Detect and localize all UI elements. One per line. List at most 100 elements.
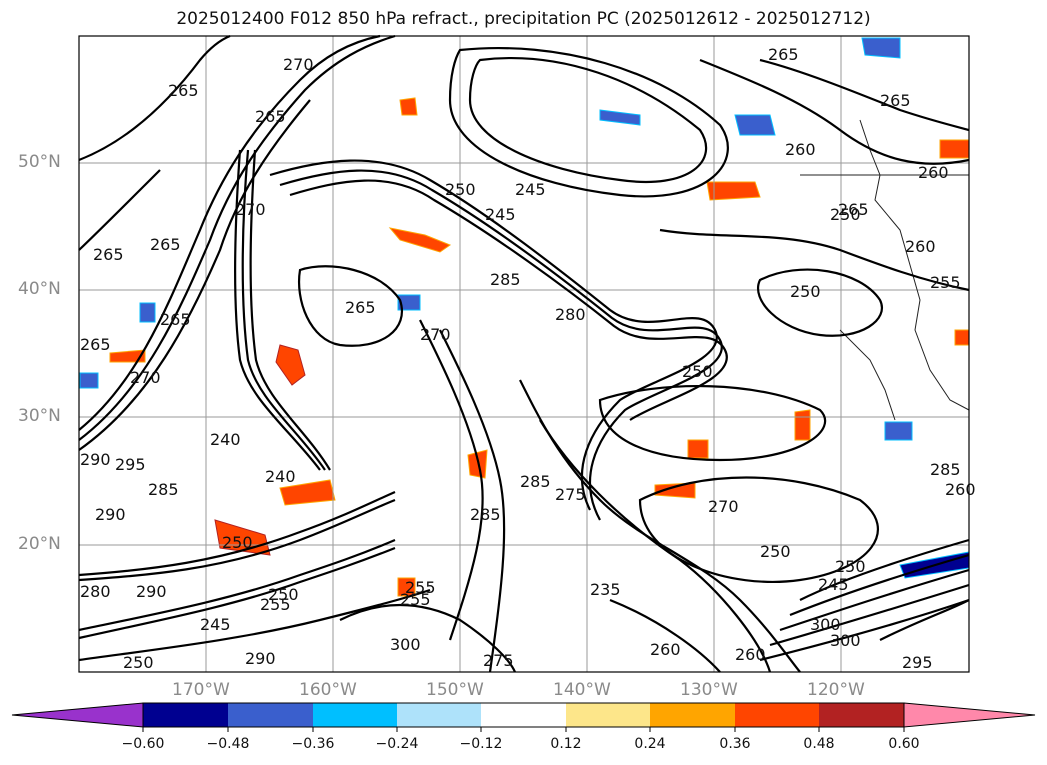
precip-blob (687, 439, 709, 459)
contour-label: 240 (265, 467, 296, 486)
precip-blob (734, 114, 776, 136)
contour-label: 255 (930, 273, 961, 292)
contour-label: 290 (245, 649, 276, 668)
contour-label: 270 (283, 55, 314, 74)
contour-label: 250 (445, 180, 476, 199)
contour-label: 250 (760, 542, 791, 561)
precip-blob (397, 577, 416, 597)
colorbar-segment (143, 703, 228, 727)
contour-label: 255 (400, 590, 431, 609)
precip-blob (884, 421, 913, 441)
precip-blob (599, 109, 641, 126)
lat-label: 50°N (18, 152, 61, 172)
precip-blob (861, 37, 901, 59)
contour-label: 270 (708, 497, 739, 516)
contour-label: 270 (130, 368, 161, 387)
contour-label: 260 (918, 163, 949, 182)
contour-label: 265 (880, 91, 911, 110)
contour-label: 250 (123, 653, 154, 672)
contour-label: 280 (555, 305, 586, 324)
colorbar-segment (228, 703, 313, 727)
contour-label: 250 (835, 557, 866, 576)
contour-label: 275 (555, 485, 586, 504)
lat-label: 20°N (18, 534, 61, 554)
contour-label: 265 (80, 335, 111, 354)
contour-label: 240 (210, 430, 241, 449)
precip-blob (397, 294, 421, 311)
colorbar-extend-right (903, 702, 1036, 728)
contour-label: 290 (95, 505, 126, 524)
contour-label: 290 (80, 450, 111, 469)
precip-blob (467, 449, 488, 479)
contour-label: 265 (768, 45, 799, 64)
contour-label: 300 (830, 631, 861, 650)
colorbar-tick-label: −0.48 (206, 736, 250, 752)
colorbar-tick-label: 0.48 (803, 736, 835, 752)
contour-label: 270 (420, 325, 451, 344)
contour-label: 285 (470, 505, 501, 524)
contour-label: 295 (115, 455, 146, 474)
precip-blob (79, 372, 99, 389)
contour-label: 265 (838, 200, 869, 219)
contour-label: 250 (790, 282, 821, 301)
contour-label: 260 (650, 640, 681, 659)
contour-label: 260 (905, 237, 936, 256)
contour-label: 295 (902, 653, 933, 672)
precip-blob (794, 409, 811, 441)
precip-blob (654, 482, 696, 499)
contour-label: 265 (345, 298, 376, 317)
contour-label-group: 265 270 265 265 265 265 270 265 240 245 … (80, 45, 976, 672)
lon-label: 160°W (299, 680, 357, 700)
contour-label: 250 (682, 362, 713, 381)
colorbar-segment (650, 703, 735, 727)
contour-label: 265 (93, 245, 124, 264)
colorbar-segment (566, 703, 650, 727)
contour-label: 265 (160, 310, 191, 329)
map-area (79, 36, 969, 672)
contour-label: 260 (785, 140, 816, 159)
contour-label: 245 (485, 205, 516, 224)
colorbar-tick-label: −0.36 (291, 736, 335, 752)
lon-label: 140°W (553, 680, 611, 700)
contour-label: 245 (200, 615, 231, 634)
contour-label: 235 (590, 580, 621, 599)
colorbar-segment (397, 703, 481, 727)
colorbar-tick-label: −0.12 (459, 736, 503, 752)
colorbar-tick-label: 0.12 (550, 736, 582, 752)
colorbar-segment (481, 703, 566, 727)
colorbar-tick-label: 0.60 (888, 736, 920, 752)
colorbar-segment (313, 703, 397, 727)
lon-label: 150°W (426, 680, 484, 700)
coastlines (800, 119, 970, 421)
contour-label: 265 (150, 235, 181, 254)
contour-label: 280 (80, 582, 111, 601)
gridlines (79, 36, 969, 672)
precip-blob (399, 97, 418, 116)
contour-label: 285 (148, 480, 179, 499)
contour-lines (78, 34, 970, 673)
contour-label: 265 (168, 81, 199, 100)
contour-label: 285 (520, 472, 551, 491)
contour-label: 245 (515, 180, 546, 199)
precip-blob (279, 479, 336, 506)
colorbar-frame (142, 702, 905, 728)
contour-label: 250 (222, 533, 253, 552)
contour-label: 265 (255, 107, 286, 126)
colorbar-tick-label: 0.36 (719, 736, 751, 752)
precip-blob (109, 349, 146, 363)
lat-label: 30°N (18, 406, 61, 426)
map-frame (78, 35, 970, 673)
contour-label: 285 (490, 270, 521, 289)
colorbar-segment (735, 703, 819, 727)
precip-blob (706, 181, 761, 201)
precip-blob (139, 302, 156, 323)
contour-label: 250 (830, 205, 861, 224)
lat-label: 40°N (18, 279, 61, 299)
colorbar (11, 702, 1036, 732)
contour-label: 275 (483, 651, 514, 670)
contour-label: 300 (390, 635, 421, 654)
contour-label: 290 (136, 582, 167, 601)
contour-label: 255 (260, 595, 291, 614)
precip-blob (954, 329, 970, 346)
contour-label: 270 (235, 200, 266, 219)
